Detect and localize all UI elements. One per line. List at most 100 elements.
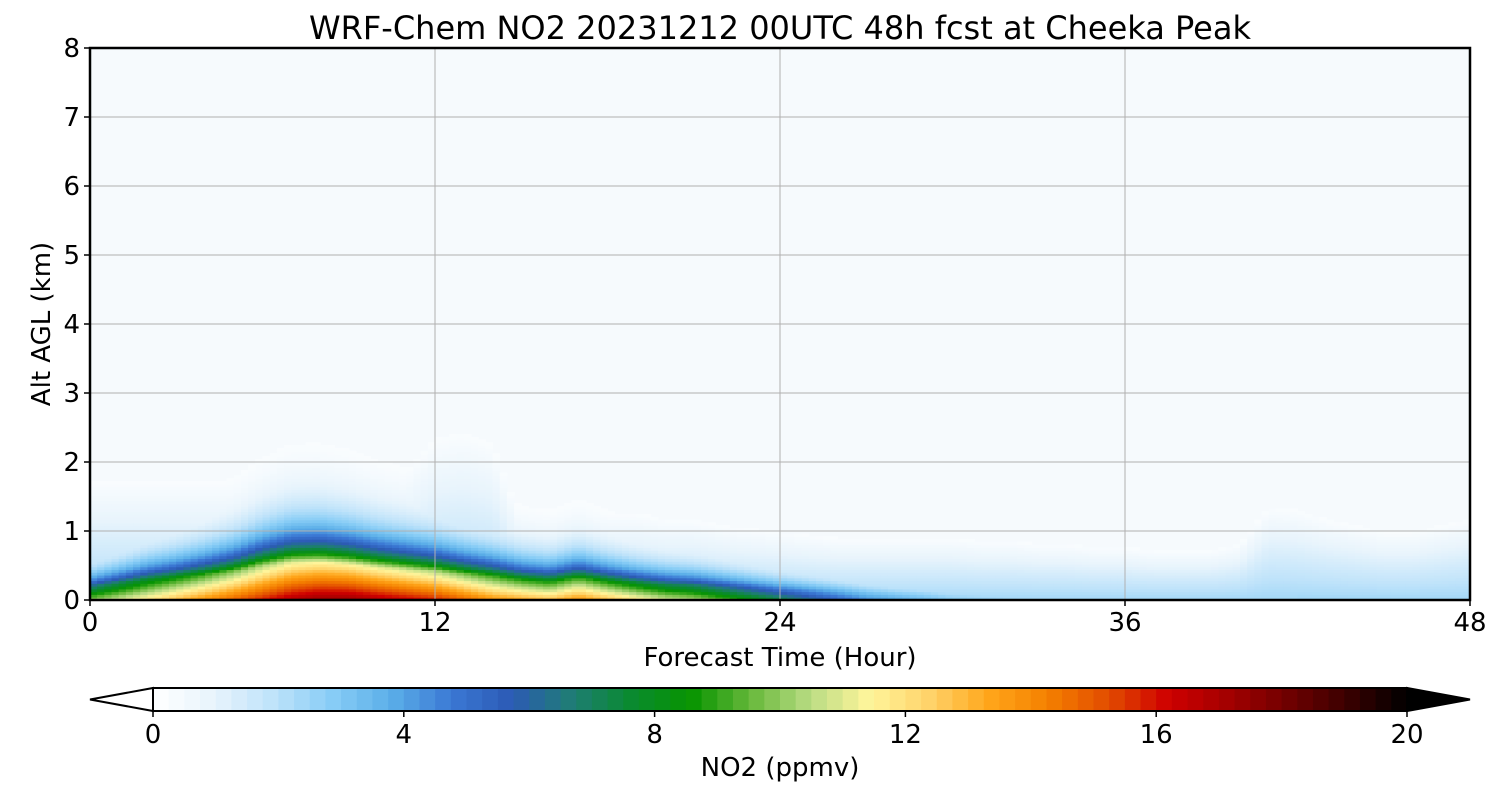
heatmap-cell bbox=[859, 585, 867, 590]
heatmap-cell bbox=[621, 558, 630, 562]
heatmap-cell bbox=[758, 596, 767, 600]
heatmap-cell bbox=[866, 585, 875, 590]
heatmap-cell bbox=[629, 547, 637, 551]
heatmap-cell bbox=[1031, 566, 1040, 571]
heatmap-cell bbox=[427, 458, 436, 463]
heatmap-cell bbox=[643, 536, 652, 540]
heatmap-cell bbox=[923, 555, 932, 559]
heatmap-cell bbox=[729, 572, 738, 576]
heatmap-cell bbox=[320, 594, 328, 598]
heatmap-cell bbox=[449, 486, 458, 490]
heatmap-cell bbox=[133, 533, 141, 537]
heatmap-cell bbox=[240, 566, 249, 571]
heatmap-cell bbox=[298, 522, 307, 526]
heatmap-cell bbox=[571, 560, 580, 565]
heatmap-cell bbox=[90, 480, 98, 485]
heatmap-cell bbox=[348, 467, 357, 471]
heatmap-cell bbox=[988, 569, 997, 573]
heatmap-cell bbox=[276, 478, 285, 482]
heatmap-cell bbox=[607, 563, 616, 568]
heatmap-cell bbox=[262, 569, 271, 573]
heatmap-cell bbox=[665, 536, 673, 540]
heatmap-cell bbox=[794, 555, 803, 559]
heatmap-cell bbox=[952, 588, 961, 593]
heatmap-cell bbox=[557, 585, 565, 590]
heatmap-cell bbox=[629, 530, 637, 535]
heatmap-cell bbox=[758, 574, 767, 579]
heatmap-cell bbox=[370, 464, 379, 468]
heatmap-cell bbox=[413, 464, 422, 468]
heatmap-cell bbox=[363, 469, 371, 474]
heatmap-cell bbox=[470, 467, 479, 471]
heatmap-cell bbox=[161, 588, 170, 593]
heatmap-cell bbox=[97, 497, 105, 502]
heatmap-cell bbox=[665, 574, 673, 579]
heatmap-cell bbox=[291, 461, 300, 466]
heatmap-cell bbox=[420, 580, 429, 584]
heatmap-cell bbox=[492, 508, 501, 513]
heatmap-cell bbox=[341, 491, 350, 496]
heatmap-cell bbox=[190, 511, 199, 515]
heatmap-cell bbox=[916, 541, 925, 546]
heatmap-cell bbox=[248, 572, 256, 576]
heatmap-cell bbox=[363, 500, 371, 504]
heatmap-cell bbox=[456, 472, 465, 477]
heatmap-cell bbox=[880, 577, 889, 582]
heatmap-cell bbox=[334, 505, 343, 510]
heatmap-cell bbox=[240, 572, 249, 576]
heatmap-cell bbox=[118, 583, 127, 587]
heatmap-cell bbox=[140, 489, 149, 493]
heatmap-cell bbox=[125, 583, 134, 587]
heatmap-cell bbox=[90, 505, 98, 510]
heatmap-cell bbox=[219, 525, 228, 529]
heatmap-cell bbox=[708, 552, 716, 557]
heatmap-cell bbox=[1038, 577, 1047, 582]
heatmap-cell bbox=[600, 544, 609, 548]
heatmap-cell bbox=[255, 475, 264, 479]
heatmap-cell bbox=[470, 525, 479, 529]
heatmap-cell bbox=[1024, 580, 1033, 584]
heatmap-cell bbox=[449, 536, 458, 540]
heatmap-cell bbox=[406, 566, 415, 571]
heatmap-cell bbox=[564, 555, 573, 559]
heatmap-cell bbox=[327, 522, 335, 526]
heatmap-cell bbox=[240, 497, 249, 502]
heatmap-cell bbox=[320, 516, 328, 521]
heatmap-cell bbox=[334, 489, 343, 493]
heatmap-cell bbox=[435, 494, 443, 499]
heatmap-cell bbox=[341, 577, 350, 582]
heatmap-cell bbox=[125, 560, 134, 565]
heatmap-cell bbox=[636, 530, 645, 535]
heatmap-cell bbox=[355, 525, 364, 529]
heatmap-cell bbox=[485, 577, 494, 582]
heatmap-cell bbox=[183, 533, 192, 537]
heatmap-cell bbox=[1002, 541, 1011, 546]
heatmap-cell bbox=[895, 558, 903, 562]
heatmap-cell bbox=[686, 547, 695, 551]
heatmap-cell bbox=[90, 503, 98, 507]
heatmap-cell bbox=[1053, 596, 1061, 600]
heatmap-cell bbox=[564, 541, 573, 546]
heatmap-cell bbox=[284, 530, 292, 535]
heatmap-cell bbox=[823, 585, 831, 590]
heatmap-cell bbox=[729, 533, 738, 537]
heatmap-cell bbox=[391, 596, 400, 600]
heatmap-cell bbox=[420, 516, 429, 521]
heatmap-cell bbox=[355, 596, 364, 600]
heatmap-cell bbox=[269, 483, 278, 488]
heatmap-cell bbox=[111, 585, 120, 590]
heatmap-cell bbox=[1081, 574, 1090, 579]
heatmap-cell bbox=[959, 574, 968, 579]
heatmap-cell bbox=[844, 541, 853, 546]
heatmap-cell bbox=[348, 541, 357, 546]
heatmap-cell bbox=[528, 538, 537, 543]
heatmap-cell bbox=[312, 445, 321, 449]
heatmap-cell bbox=[665, 580, 673, 584]
heatmap-cell bbox=[269, 503, 278, 507]
heatmap-cell bbox=[506, 585, 515, 590]
heatmap-cell bbox=[183, 594, 192, 598]
heatmap-cell bbox=[205, 563, 213, 568]
heatmap-cell bbox=[427, 538, 436, 543]
heatmap-cell bbox=[190, 594, 199, 598]
heatmap-cell bbox=[974, 572, 982, 576]
